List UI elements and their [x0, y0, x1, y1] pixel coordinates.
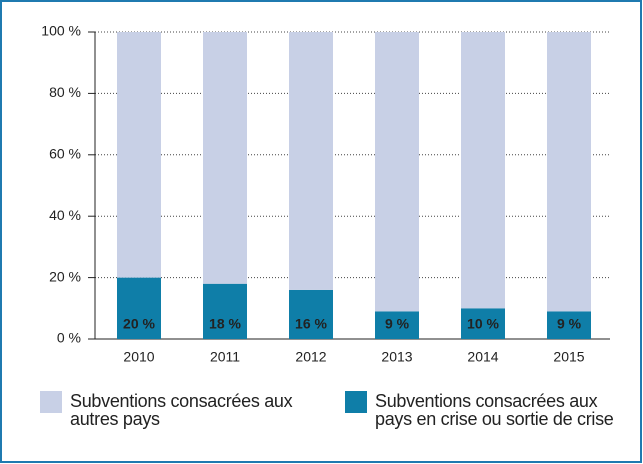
x-tick-label: 2012: [295, 349, 326, 365]
x-tick-label: 2011: [210, 349, 240, 365]
bar-segment: [203, 283, 247, 339]
legend-item: Subventions consacrées aux autres pays: [70, 392, 293, 429]
value-label: 10 %: [467, 316, 499, 332]
x-tick-label: 2010: [123, 349, 154, 365]
bar-segment: [117, 277, 161, 339]
bar-segment: [461, 32, 505, 309]
y-tick-label: 0 %: [57, 330, 81, 346]
y-tick-label: 40 %: [49, 207, 81, 223]
legend-item: Subventions consacrées aux pays en crise…: [375, 392, 614, 429]
bar-segment: [461, 308, 505, 339]
value-label: 9 %: [557, 316, 582, 332]
x-tick-label: 2014: [467, 349, 498, 365]
bar-segment: [203, 32, 247, 284]
y-tick-label: 60 %: [49, 146, 81, 162]
bar-segment: [547, 311, 591, 339]
value-label: 9 %: [385, 316, 410, 332]
legend-label: Subventions consacrées aux pays en crise…: [375, 392, 614, 429]
bar-segment: [289, 32, 333, 290]
x-tick-label: 2013: [381, 349, 412, 365]
value-label: 16 %: [295, 316, 327, 332]
bar-segment: [547, 32, 591, 312]
bar-segment: [375, 311, 419, 339]
bar-segment: [375, 32, 419, 312]
legend-label: Subventions consacrées aux autres pays: [70, 392, 293, 429]
bar-segment: [117, 32, 161, 278]
y-tick-label: 100 %: [41, 23, 81, 39]
value-label: 18 %: [209, 316, 241, 332]
legend-swatch: [345, 391, 367, 413]
y-tick-label: 20 %: [49, 268, 81, 284]
legend-swatch: [40, 391, 62, 413]
value-label: 20 %: [123, 316, 155, 332]
y-tick-label: 80 %: [49, 84, 81, 100]
x-tick-label: 2015: [553, 349, 584, 365]
bar-segment: [289, 289, 333, 339]
